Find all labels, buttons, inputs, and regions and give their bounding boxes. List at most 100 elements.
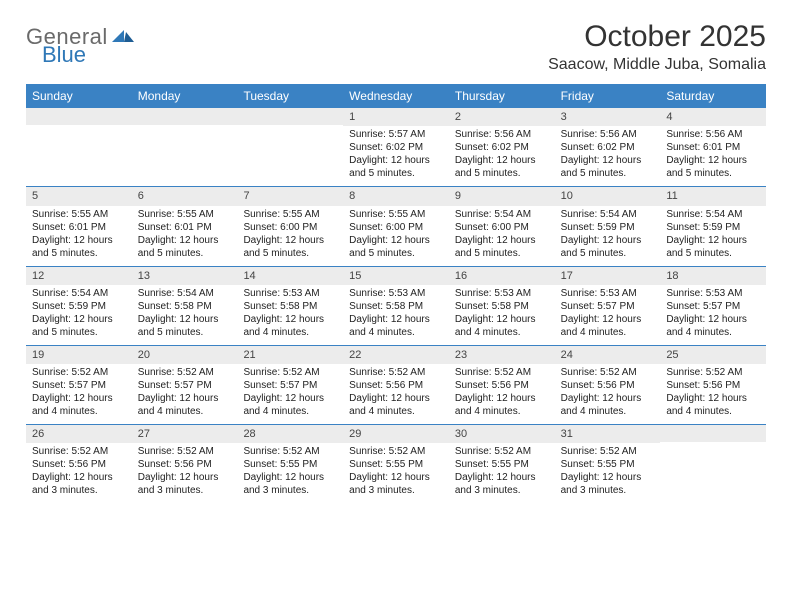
daylight-text: Daylight: 12 hours and 3 minutes. (32, 471, 126, 497)
sunset-text: Sunset: 5:56 PM (561, 379, 655, 392)
sunrise-text: Sunrise: 5:52 AM (455, 366, 549, 379)
day-body: Sunrise: 5:53 AMSunset: 5:58 PMDaylight:… (449, 285, 555, 345)
day-number: 1 (343, 108, 449, 126)
daylight-text: Daylight: 12 hours and 4 minutes. (455, 392, 549, 418)
sunrise-text: Sunrise: 5:57 AM (349, 128, 443, 141)
sunset-text: Sunset: 5:57 PM (561, 300, 655, 313)
sunset-text: Sunset: 6:01 PM (32, 221, 126, 234)
day-number: 24 (555, 346, 661, 364)
logo-text-blue: Blue (42, 42, 86, 67)
day-body: Sunrise: 5:57 AMSunset: 6:02 PMDaylight:… (343, 126, 449, 186)
day-body: Sunrise: 5:53 AMSunset: 5:58 PMDaylight:… (237, 285, 343, 345)
day-number: 19 (26, 346, 132, 364)
day-body: Sunrise: 5:52 AMSunset: 5:56 PMDaylight:… (26, 443, 132, 503)
daylight-text: Daylight: 12 hours and 5 minutes. (455, 234, 549, 260)
day-number: 30 (449, 425, 555, 443)
day-body: Sunrise: 5:54 AMSunset: 5:59 PMDaylight:… (660, 206, 766, 266)
daylight-text: Daylight: 12 hours and 5 minutes. (138, 313, 232, 339)
sunrise-text: Sunrise: 5:56 AM (455, 128, 549, 141)
daylight-text: Daylight: 12 hours and 3 minutes. (138, 471, 232, 497)
day-cell: 3Sunrise: 5:56 AMSunset: 6:02 PMDaylight… (555, 108, 661, 186)
day-body (132, 125, 238, 133)
sunset-text: Sunset: 5:55 PM (243, 458, 337, 471)
day-body: Sunrise: 5:56 AMSunset: 6:02 PMDaylight:… (449, 126, 555, 186)
sunset-text: Sunset: 5:55 PM (349, 458, 443, 471)
daylight-text: Daylight: 12 hours and 3 minutes. (561, 471, 655, 497)
daylight-text: Daylight: 12 hours and 5 minutes. (666, 234, 760, 260)
day-cell: 9Sunrise: 5:54 AMSunset: 6:00 PMDaylight… (449, 187, 555, 265)
day-number (660, 425, 766, 442)
daylight-text: Daylight: 12 hours and 5 minutes. (138, 234, 232, 260)
day-cell: 6Sunrise: 5:55 AMSunset: 6:01 PMDaylight… (132, 187, 238, 265)
week-row: 1Sunrise: 5:57 AMSunset: 6:02 PMDaylight… (26, 108, 766, 186)
daylight-text: Daylight: 12 hours and 5 minutes. (243, 234, 337, 260)
day-body: Sunrise: 5:55 AMSunset: 6:00 PMDaylight:… (343, 206, 449, 266)
sunset-text: Sunset: 6:01 PM (666, 141, 760, 154)
daylight-text: Daylight: 12 hours and 5 minutes. (561, 234, 655, 260)
sunset-text: Sunset: 6:02 PM (349, 141, 443, 154)
sunset-text: Sunset: 5:57 PM (243, 379, 337, 392)
day-cell: 11Sunrise: 5:54 AMSunset: 5:59 PMDayligh… (660, 187, 766, 265)
day-number (132, 108, 238, 125)
daylight-text: Daylight: 12 hours and 5 minutes. (561, 154, 655, 180)
daylight-text: Daylight: 12 hours and 4 minutes. (243, 392, 337, 418)
sunrise-text: Sunrise: 5:53 AM (666, 287, 760, 300)
month-title: October 2025 (548, 20, 766, 54)
dow-thursday: Thursday (449, 84, 555, 108)
day-cell: 7Sunrise: 5:55 AMSunset: 6:00 PMDaylight… (237, 187, 343, 265)
day-cell: 12Sunrise: 5:54 AMSunset: 5:59 PMDayligh… (26, 267, 132, 345)
day-number: 10 (555, 187, 661, 205)
sunset-text: Sunset: 5:59 PM (666, 221, 760, 234)
day-cell: 1Sunrise: 5:57 AMSunset: 6:02 PMDaylight… (343, 108, 449, 186)
day-number: 12 (26, 267, 132, 285)
sunset-text: Sunset: 5:58 PM (349, 300, 443, 313)
sunrise-text: Sunrise: 5:55 AM (138, 208, 232, 221)
sunrise-text: Sunrise: 5:52 AM (349, 445, 443, 458)
day-cell (26, 108, 132, 186)
dow-monday: Monday (132, 84, 238, 108)
day-cell (660, 425, 766, 503)
daylight-text: Daylight: 12 hours and 4 minutes. (561, 392, 655, 418)
day-cell: 10Sunrise: 5:54 AMSunset: 5:59 PMDayligh… (555, 187, 661, 265)
daylight-text: Daylight: 12 hours and 4 minutes. (349, 313, 443, 339)
sunrise-text: Sunrise: 5:53 AM (455, 287, 549, 300)
daylight-text: Daylight: 12 hours and 4 minutes. (349, 392, 443, 418)
day-cell: 25Sunrise: 5:52 AMSunset: 5:56 PMDayligh… (660, 346, 766, 424)
day-number (237, 108, 343, 125)
day-body: Sunrise: 5:52 AMSunset: 5:56 PMDaylight:… (555, 364, 661, 424)
day-cell: 19Sunrise: 5:52 AMSunset: 5:57 PMDayligh… (26, 346, 132, 424)
title-block: October 2025 Saacow, Middle Juba, Somali… (548, 20, 766, 74)
day-number: 20 (132, 346, 238, 364)
day-body: Sunrise: 5:52 AMSunset: 5:57 PMDaylight:… (26, 364, 132, 424)
daylight-text: Daylight: 12 hours and 3 minutes. (243, 471, 337, 497)
day-cell: 21 Sunrise: 5:52 AMSunset: 5:57 PMDayligh… (237, 346, 343, 424)
sunset-text: Sunset: 5:58 PM (243, 300, 337, 313)
sunset-text: Sunset: 5:57 PM (32, 379, 126, 392)
daylight-text: Daylight: 12 hours and 5 minutes. (349, 234, 443, 260)
day-body: Sunrise: 5:54 AMSunset: 6:00 PMDaylight:… (449, 206, 555, 266)
sunset-text: Sunset: 5:58 PM (455, 300, 549, 313)
day-cell: 30Sunrise: 5:52 AMSunset: 5:55 PMDayligh… (449, 425, 555, 503)
day-number: 21 (237, 346, 343, 364)
day-body: Sunrise: 5:54 AMSunset: 5:58 PMDaylight:… (132, 285, 238, 345)
day-cell: 22Sunrise: 5:52 AMSunset: 5:56 PMDayligh… (343, 346, 449, 424)
week-row: 5Sunrise: 5:55 AMSunset: 6:01 PMDaylight… (26, 186, 766, 265)
sunrise-text: Sunrise: 5:52 AM (455, 445, 549, 458)
sunrise-text: Sunrise: 5:56 AM (666, 128, 760, 141)
day-number: 28 (237, 425, 343, 443)
day-body (660, 442, 766, 450)
sunset-text: Sunset: 5:57 PM (138, 379, 232, 392)
day-cell: 13Sunrise: 5:54 AMSunset: 5:58 PMDayligh… (132, 267, 238, 345)
sunset-text: Sunset: 6:00 PM (455, 221, 549, 234)
day-cell: 5Sunrise: 5:55 AMSunset: 6:01 PMDaylight… (26, 187, 132, 265)
daylight-text: Daylight: 12 hours and 5 minutes. (32, 234, 126, 260)
logo-mark-icon (112, 24, 134, 50)
sunset-text: Sunset: 6:00 PM (349, 221, 443, 234)
sunrise-text: Sunrise: 5:52 AM (243, 366, 337, 379)
sunset-text: Sunset: 6:01 PM (138, 221, 232, 234)
daylight-text: Daylight: 12 hours and 4 minutes. (138, 392, 232, 418)
day-cell: 14Sunrise: 5:53 AMSunset: 5:58 PMDayligh… (237, 267, 343, 345)
day-body: Sunrise: 5:52 AMSunset: 5:55 PMDaylight:… (237, 443, 343, 503)
daylight-text: Daylight: 12 hours and 5 minutes. (349, 154, 443, 180)
day-number: 14 (237, 267, 343, 285)
